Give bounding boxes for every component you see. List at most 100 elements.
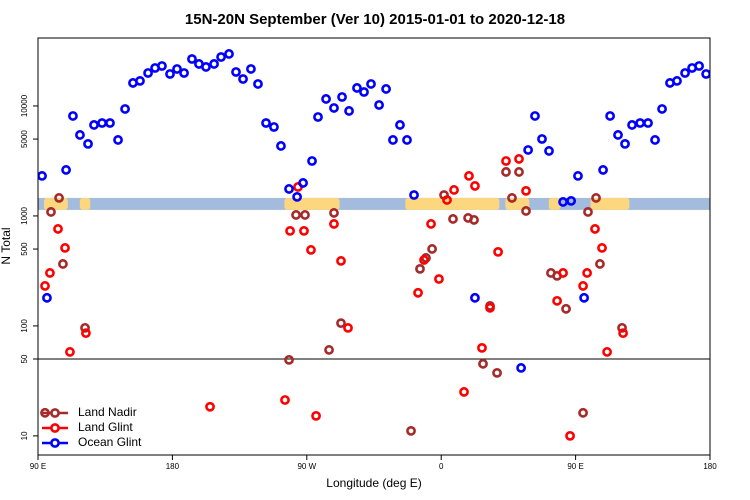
data-point <box>285 226 295 236</box>
data-point <box>552 295 562 306</box>
data-point <box>514 154 524 164</box>
data-point <box>523 145 534 155</box>
data-point <box>89 120 99 130</box>
data-point <box>672 76 682 86</box>
data-point <box>521 206 531 216</box>
data-point <box>113 135 123 145</box>
data-point <box>521 185 531 196</box>
data-point <box>299 226 309 236</box>
y-tick-label: 100 <box>20 319 29 333</box>
data-point <box>434 274 444 284</box>
data-point <box>336 256 346 266</box>
data-point <box>459 387 469 397</box>
legend-label: Land Nadir <box>78 405 137 419</box>
data-point <box>46 207 56 217</box>
data-point <box>201 62 211 72</box>
data-point <box>419 255 429 265</box>
x-tick-label: 180 <box>166 462 180 471</box>
data-point <box>253 79 263 89</box>
data-point <box>300 210 310 220</box>
data-point <box>352 83 362 93</box>
data-point <box>514 167 524 177</box>
plot-area <box>38 49 710 441</box>
x-tick-label: 90 W <box>297 462 316 471</box>
data-point <box>501 167 511 177</box>
data-point <box>311 410 321 421</box>
data-point <box>613 130 623 140</box>
data-point <box>579 292 590 303</box>
chart-title: 15N-20N September (Ver 10) 2015-01-01 to… <box>185 11 565 28</box>
data-point <box>464 171 474 181</box>
data-point <box>246 64 256 74</box>
data-point <box>165 69 175 79</box>
plot-border <box>37 37 711 456</box>
data-point <box>477 342 487 353</box>
data-point <box>578 407 588 418</box>
y-tick-label: 1000 <box>20 206 29 224</box>
data-point <box>329 219 339 229</box>
data-point <box>75 130 85 140</box>
data-point <box>321 94 331 104</box>
data-point <box>298 178 308 188</box>
data-point <box>313 112 323 122</box>
data-point <box>590 224 600 234</box>
data-point <box>42 292 52 303</box>
data-point <box>469 215 479 225</box>
data-point <box>120 104 130 114</box>
data-point <box>448 214 458 224</box>
data-point <box>573 171 583 181</box>
data-point <box>81 328 91 339</box>
y-tick-label: 10 <box>20 431 29 440</box>
legend-marker <box>50 408 60 418</box>
data-point <box>38 171 47 181</box>
data-point <box>306 245 316 255</box>
data-point <box>205 401 215 412</box>
data-point <box>485 302 495 313</box>
data-point <box>216 52 226 62</box>
data-point <box>83 138 93 149</box>
data-point <box>54 193 64 203</box>
data-point <box>143 68 153 78</box>
data-point <box>40 281 50 291</box>
data-point <box>187 54 197 64</box>
data-point <box>276 141 286 151</box>
reference-band <box>38 197 710 210</box>
y-tick-label: 50 <box>20 354 29 363</box>
x-tick-label: 0 <box>439 462 444 471</box>
data-point <box>97 118 107 128</box>
data-point <box>530 111 540 121</box>
data-point <box>307 156 317 166</box>
data-point <box>343 323 353 333</box>
data-point <box>45 268 55 278</box>
data-point <box>470 181 480 191</box>
legend-marker <box>50 438 60 448</box>
data-point <box>617 322 627 333</box>
data-point <box>415 263 425 274</box>
data-point <box>280 395 290 405</box>
y-tick-label: 500 <box>20 242 29 256</box>
data-point <box>442 195 452 205</box>
data-point <box>209 59 219 69</box>
data-point <box>65 347 75 357</box>
data-point <box>598 165 608 175</box>
band-patch <box>79 197 91 210</box>
legend-label: Ocean Glint <box>78 435 142 449</box>
data-point <box>478 358 488 369</box>
data-point <box>627 120 637 130</box>
data-point <box>359 87 369 97</box>
data-point <box>60 243 70 253</box>
data-point <box>620 138 630 149</box>
data-point <box>344 106 354 116</box>
data-point <box>135 76 145 86</box>
data-point <box>409 190 419 200</box>
data-point <box>238 74 248 84</box>
data-point <box>657 104 667 114</box>
data-point <box>402 135 412 145</box>
data-point <box>583 207 593 217</box>
data-point <box>602 347 613 357</box>
data-point <box>507 193 517 203</box>
data-point <box>558 268 568 278</box>
y-tick-label: 10000 <box>20 94 29 117</box>
x-tick-label: 90 E <box>30 462 46 471</box>
